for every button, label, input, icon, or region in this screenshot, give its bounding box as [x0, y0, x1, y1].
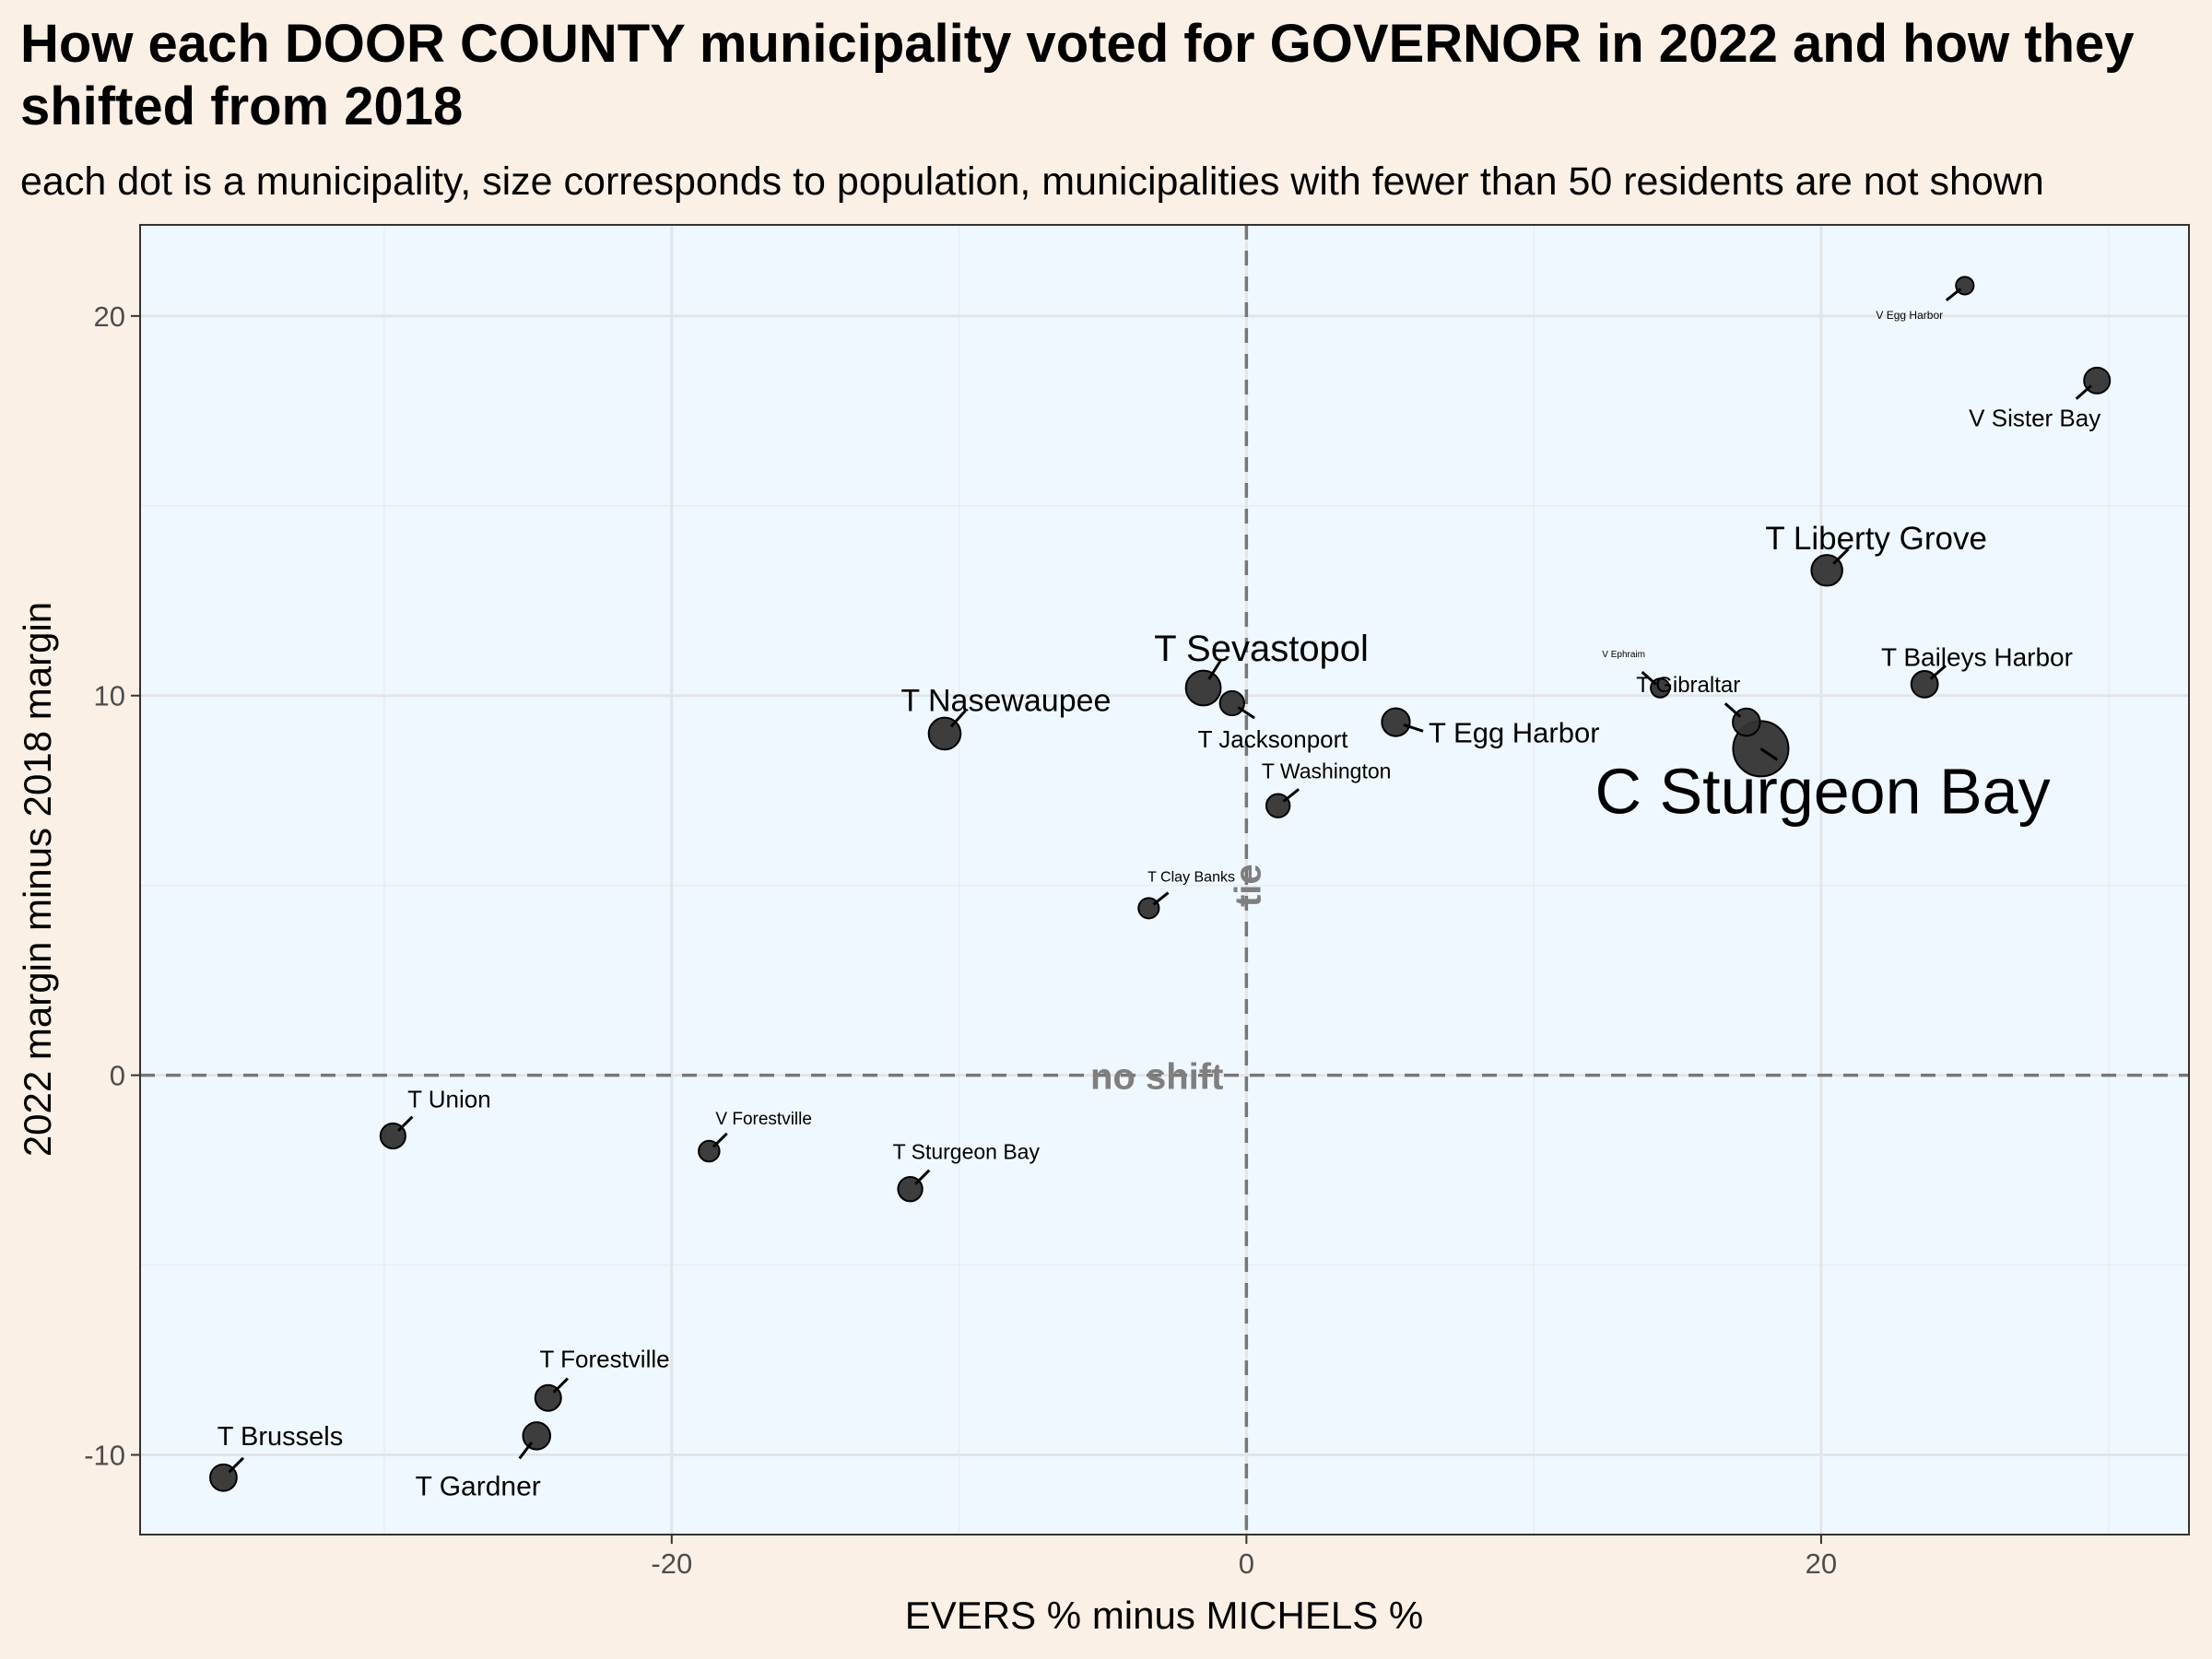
point-label: V Forestville: [715, 1110, 812, 1129]
data-point: [1218, 689, 1245, 717]
leader-line: [552, 1377, 570, 1394]
leader-line: [1641, 671, 1657, 686]
point-label: T Clay Banks: [1147, 870, 1235, 886]
point-label: T Sevastopol: [1154, 629, 1369, 669]
leader-line: [1759, 747, 1779, 761]
leader-line: [712, 1132, 728, 1148]
reference-lines: no shift tie: [140, 225, 2189, 1535]
y-tick-label: 0: [110, 1060, 125, 1092]
leader-line: [1403, 723, 1424, 733]
point-label: T Baileys Harbor: [1881, 642, 2073, 671]
leader-line: [1929, 665, 1947, 680]
point-label: T Liberty Grove: [1765, 521, 1987, 557]
x-axis-title: EVERS % minus MICHELS %: [905, 1594, 1424, 1637]
point-label: T Jacksonport: [1198, 725, 1349, 753]
y-axis-title: 2022 margin minus 2018 margin: [16, 602, 59, 1157]
data-point: [1381, 707, 1411, 737]
point-label: T Sturgeon Bay: [893, 1140, 1041, 1164]
leader-line: [1237, 706, 1255, 720]
leader-line: [1724, 702, 1742, 718]
leader-line: [518, 1441, 534, 1460]
plot-border: [139, 224, 2190, 1535]
point-label: T Union: [407, 1086, 491, 1113]
point-label: V Egg Harbor: [1876, 309, 1943, 322]
leader-line: [397, 1115, 414, 1132]
y-tick-label: 20: [94, 300, 125, 333]
chart-subtitle: each dot is a municipality, size corresp…: [20, 159, 2044, 204]
leader-line: [228, 1456, 245, 1474]
leader-line: [1945, 288, 1962, 301]
point-label: T Nasewaupee: [900, 683, 1111, 718]
data-point: [522, 1421, 552, 1451]
chart-title-text: How each DOOR COUNTY municipality voted …: [20, 14, 2135, 136]
point-label: T Washington: [1262, 759, 1392, 782]
leader-line: [949, 710, 967, 728]
point-label: T Forestville: [539, 1346, 669, 1373]
x-tick-label: -20: [651, 1547, 692, 1580]
data-point: [1184, 669, 1222, 707]
point-label: V Ephraim: [1602, 650, 1645, 660]
point-label: C Sturgeon Bay: [1594, 755, 2050, 827]
y-tick-label: -10: [84, 1440, 125, 1472]
axes: -20 0 20 20 10 0 -10: [84, 300, 1837, 1580]
y-tick-label: 10: [94, 680, 125, 712]
chart-title: How each DOOR COUNTY municipality voted …: [20, 13, 2195, 138]
tie-label: tie: [1228, 864, 1268, 907]
point-label: V Sister Bay: [1969, 405, 2100, 432]
leader-line: [1832, 547, 1850, 565]
point-label: T Gibraltar: [1636, 673, 1740, 698]
leader-line: [1207, 660, 1222, 680]
x-tick-label: 20: [1806, 1547, 1837, 1580]
point-label: T Egg Harbor: [1429, 716, 1600, 748]
leader-line: [1282, 788, 1300, 803]
point-label: T Brussels: [218, 1422, 343, 1452]
no-shift-label: no shift: [1090, 1057, 1223, 1098]
point-labels: C Sturgeon Bay T Sevastopol T Liberty Grov…: [218, 288, 2100, 1501]
leader-line: [2075, 384, 2092, 400]
leader-line: [914, 1169, 931, 1185]
point-label: T Gardner: [416, 1471, 541, 1501]
leader-line: [1152, 891, 1170, 906]
x-tick-label: 0: [1239, 1547, 1254, 1580]
